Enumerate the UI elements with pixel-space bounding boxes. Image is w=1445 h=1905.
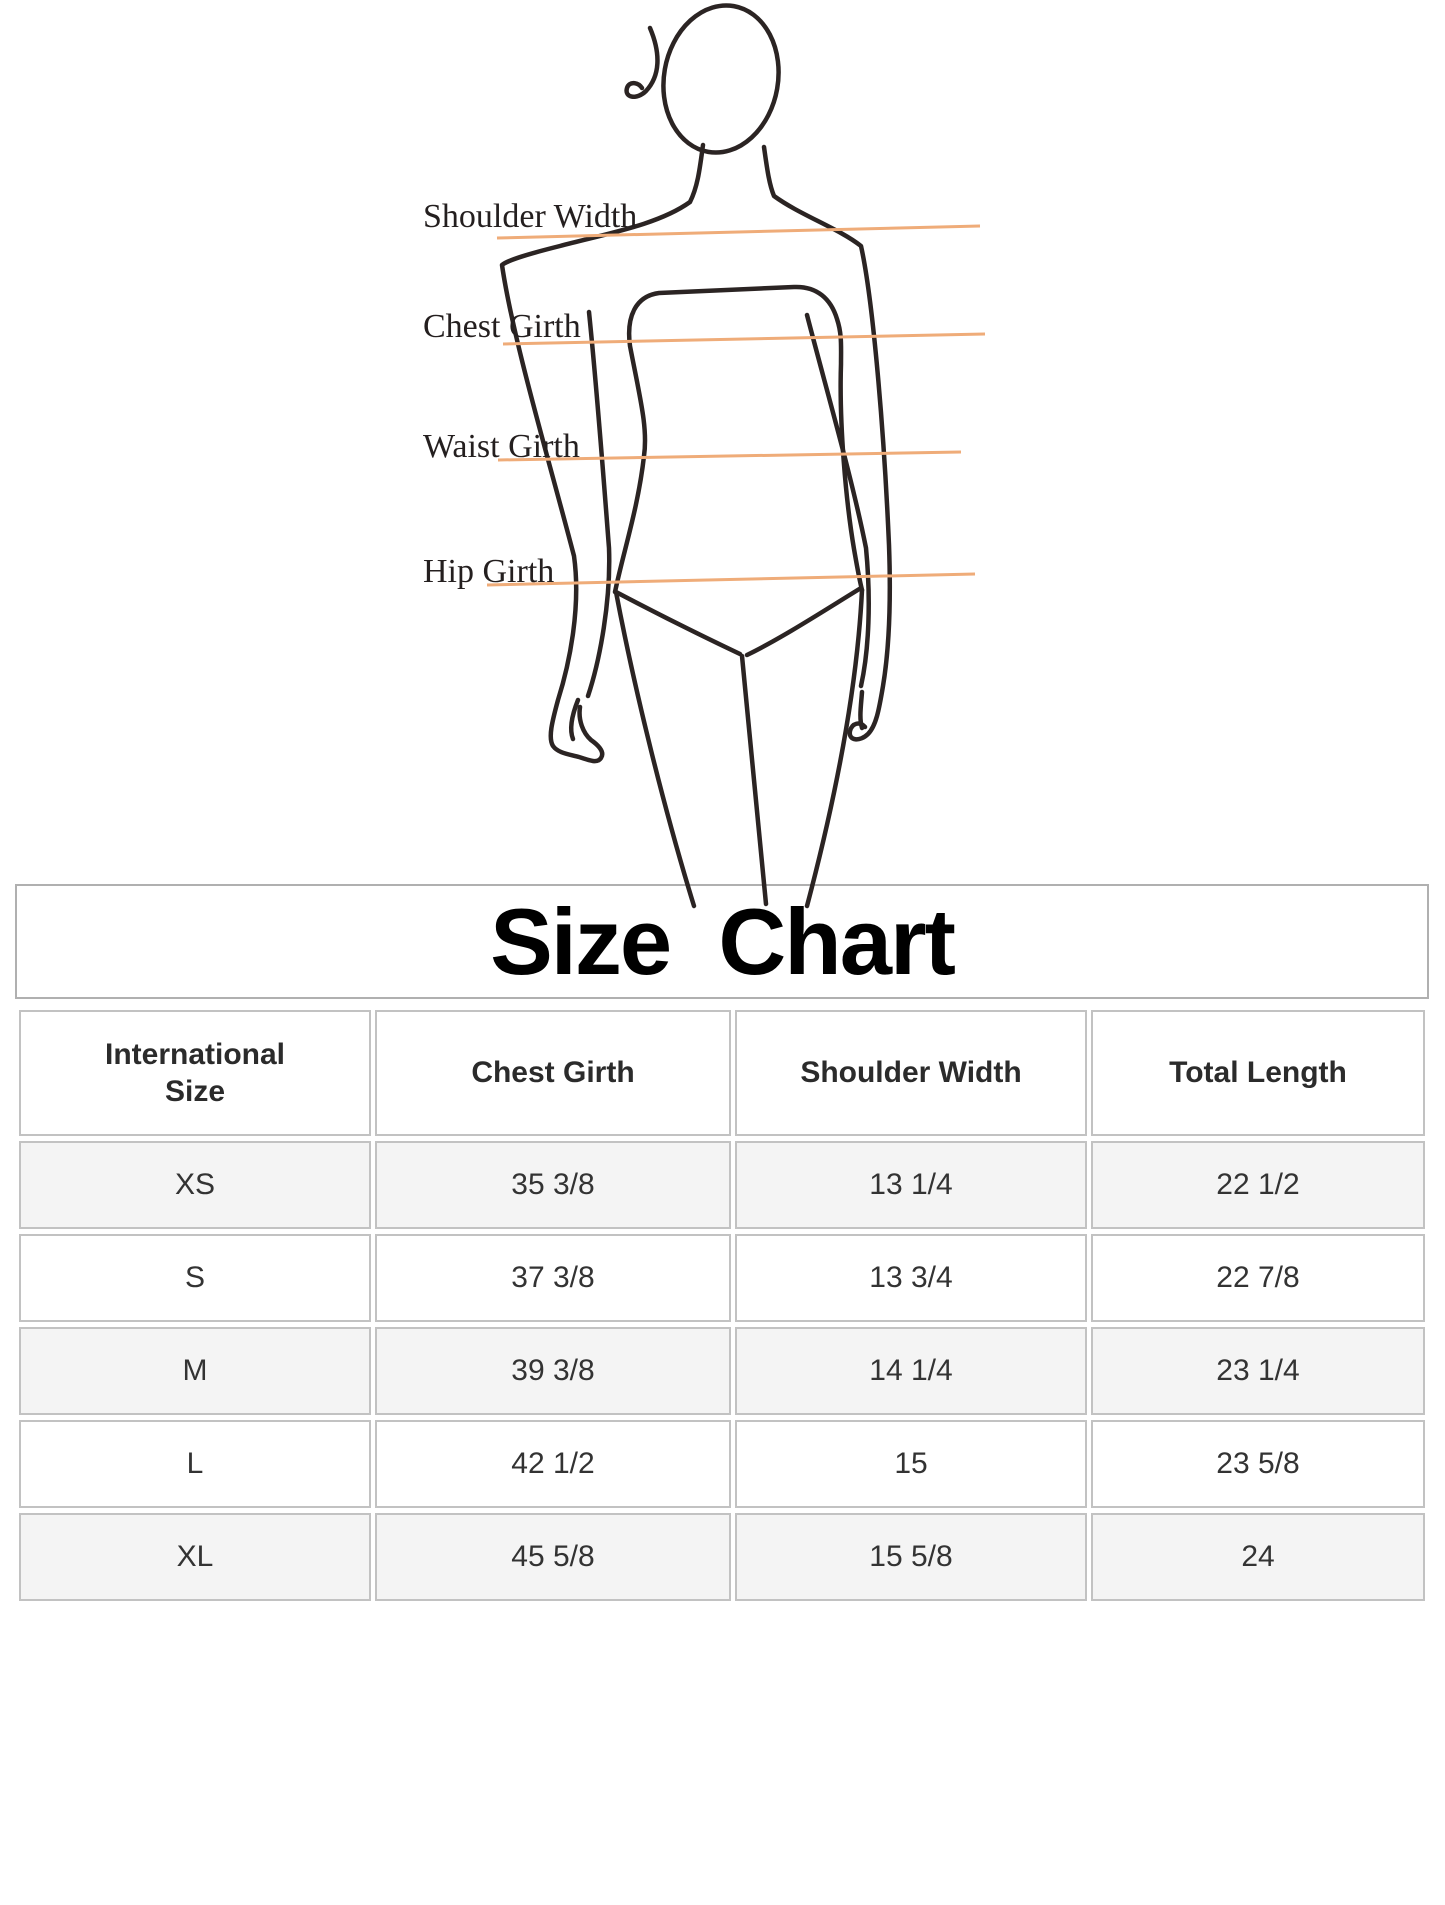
figure-bikini-right xyxy=(744,585,864,658)
hip-girth-line xyxy=(486,572,976,587)
cell-m-shoulder: 14 1/4 xyxy=(735,1327,1087,1415)
table-row-m: M 39 3/8 14 1/4 23 1/4 xyxy=(19,1327,1425,1415)
cell-s-size: S xyxy=(19,1234,371,1322)
figure-left-thumb xyxy=(568,697,581,742)
header-total-length: Total Length xyxy=(1091,1010,1425,1136)
cell-xl-size: XL xyxy=(19,1513,371,1601)
figure-head xyxy=(661,3,781,155)
figure-hair xyxy=(624,25,660,99)
header-row: International Size Chest Girth Shoulder … xyxy=(19,1010,1425,1136)
cell-xl-shoulder: 15 5/8 xyxy=(735,1513,1087,1601)
cell-xl-length: 24 xyxy=(1091,1513,1425,1601)
page-title: Size Chart xyxy=(490,888,956,994)
cell-l-length: 23 5/8 xyxy=(1091,1420,1425,1508)
cell-s-length: 22 7/8 xyxy=(1091,1234,1425,1322)
table-row-xl: XL 45 5/8 15 5/8 24 xyxy=(19,1513,1425,1601)
figure-right-arm-inner xyxy=(804,312,871,689)
cell-m-size: M xyxy=(19,1327,371,1415)
figure-left-leg xyxy=(613,589,697,909)
cell-xs-shoulder: 13 1/4 xyxy=(735,1141,1087,1229)
header-international-size: International Size xyxy=(19,1010,371,1136)
shoulder-width-line xyxy=(496,224,981,240)
waist-girth-line xyxy=(497,450,962,462)
chest-girth-line xyxy=(502,332,986,346)
cell-xl-chest: 45 5/8 xyxy=(375,1513,731,1601)
body-measurement-figure xyxy=(486,3,986,909)
table-row-l: L 42 1/2 15 23 5/8 xyxy=(19,1420,1425,1508)
figure-right-thumb xyxy=(858,689,865,731)
header-shoulder-width: Shoulder Width xyxy=(735,1010,1087,1136)
waist-girth-label: Waist Girth xyxy=(423,428,580,465)
cell-m-chest: 39 3/8 xyxy=(375,1327,731,1415)
cell-s-shoulder: 13 3/4 xyxy=(735,1234,1087,1322)
shoulder-width-label: Shoulder Width xyxy=(423,198,638,235)
cell-xs-length: 22 1/2 xyxy=(1091,1141,1425,1229)
table-row-xs: XS 35 3/8 13 1/4 22 1/2 xyxy=(19,1141,1425,1229)
chest-girth-label: Chest Girth xyxy=(423,308,581,345)
title-banner: Size Chart xyxy=(15,884,1429,999)
figure-torso xyxy=(612,284,865,595)
figure-right-arm xyxy=(761,144,892,742)
cell-s-chest: 37 3/8 xyxy=(375,1234,731,1322)
figure-inner-leg-line xyxy=(739,653,769,907)
figure-left-arm-inner xyxy=(585,309,612,699)
figure-right-leg xyxy=(804,587,865,909)
table-row-s: S 37 3/8 13 3/4 22 7/8 xyxy=(19,1234,1425,1322)
cell-l-chest: 42 1/2 xyxy=(375,1420,731,1508)
cell-l-size: L xyxy=(19,1420,371,1508)
header-chest-girth: Chest Girth xyxy=(375,1010,731,1136)
size-chart-table: International Size Chest Girth Shoulder … xyxy=(15,1005,1429,1606)
cell-l-shoulder: 15 xyxy=(735,1420,1087,1508)
cell-xs-size: XS xyxy=(19,1141,371,1229)
figure-bikini-left xyxy=(613,589,743,657)
cell-xs-chest: 35 3/8 xyxy=(375,1141,731,1229)
cell-m-length: 23 1/4 xyxy=(1091,1327,1425,1415)
hip-girth-label: Hip Girth xyxy=(423,553,555,590)
